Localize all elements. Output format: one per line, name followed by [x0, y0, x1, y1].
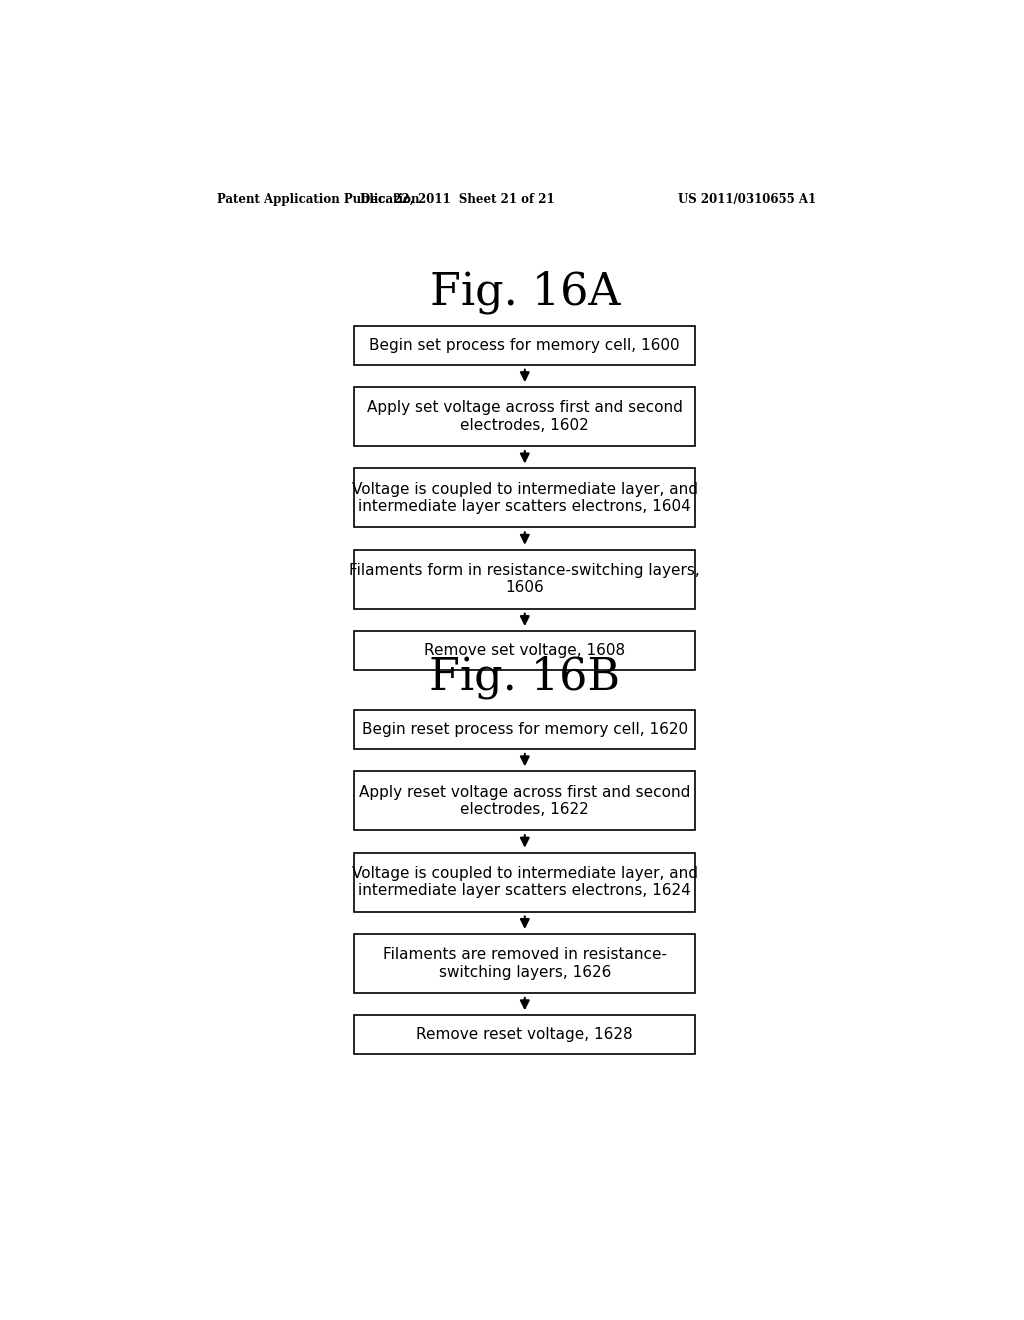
Text: Voltage is coupled to intermediate layer, and
intermediate layer scatters electr: Voltage is coupled to intermediate layer… [352, 866, 697, 899]
FancyBboxPatch shape [354, 710, 695, 748]
FancyBboxPatch shape [354, 326, 695, 364]
Text: Fig. 16A: Fig. 16A [429, 271, 621, 314]
FancyBboxPatch shape [354, 771, 695, 830]
Text: US 2011/0310655 A1: US 2011/0310655 A1 [678, 193, 816, 206]
Text: Fig. 16B: Fig. 16B [429, 655, 621, 698]
Text: Apply set voltage across first and second
electrodes, 1602: Apply set voltage across first and secon… [367, 400, 683, 433]
FancyBboxPatch shape [354, 549, 695, 609]
FancyBboxPatch shape [354, 387, 695, 446]
FancyBboxPatch shape [354, 469, 695, 528]
Text: Begin set process for memory cell, 1600: Begin set process for memory cell, 1600 [370, 338, 680, 352]
FancyBboxPatch shape [354, 1015, 695, 1053]
Text: Voltage is coupled to intermediate layer, and
intermediate layer scatters electr: Voltage is coupled to intermediate layer… [352, 482, 697, 513]
Text: Apply reset voltage across first and second
electrodes, 1622: Apply reset voltage across first and sec… [359, 784, 690, 817]
FancyBboxPatch shape [354, 853, 695, 912]
Text: Filaments are removed in resistance-
switching layers, 1626: Filaments are removed in resistance- swi… [383, 948, 667, 979]
FancyBboxPatch shape [354, 935, 695, 993]
Text: Begin reset process for memory cell, 1620: Begin reset process for memory cell, 162… [361, 722, 688, 737]
Text: Patent Application Publication: Patent Application Publication [217, 193, 420, 206]
Text: Dec. 22, 2011  Sheet 21 of 21: Dec. 22, 2011 Sheet 21 of 21 [360, 193, 555, 206]
FancyBboxPatch shape [354, 631, 695, 669]
Text: Remove set voltage, 1608: Remove set voltage, 1608 [424, 643, 626, 657]
Text: Remove reset voltage, 1628: Remove reset voltage, 1628 [417, 1027, 633, 1041]
Text: Filaments form in resistance-switching layers,
1606: Filaments form in resistance-switching l… [349, 564, 700, 595]
